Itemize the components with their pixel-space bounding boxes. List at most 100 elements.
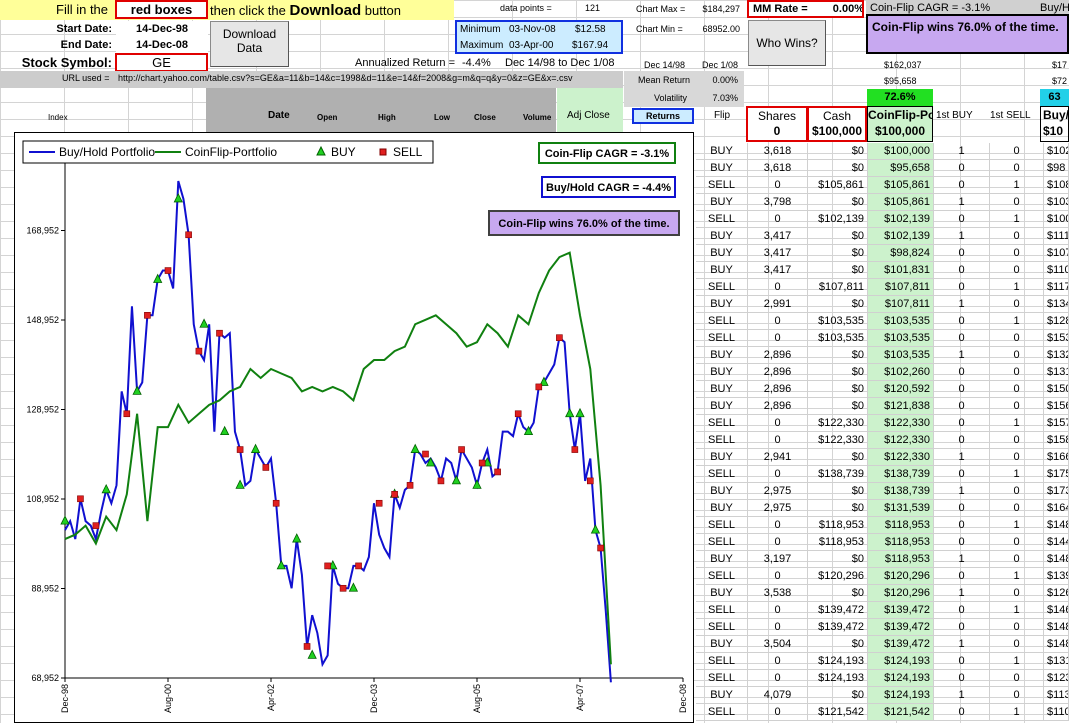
cell-flip: BUY (696, 245, 748, 262)
cell-port: $100,000 (868, 143, 934, 160)
cell-cash: $0 (808, 483, 868, 500)
data-points-value: 121 (585, 3, 601, 13)
mm-rate-input[interactable]: MM Rate = 0.00% (747, 0, 864, 18)
cell-shares: 0 (748, 211, 808, 228)
cell-last: $98 (1044, 160, 1069, 177)
cell-flip: BUY (696, 262, 748, 279)
who-wins-button[interactable]: Who Wins? (748, 20, 826, 66)
cell-b: 0 (934, 568, 990, 585)
sell-marker (272, 499, 280, 507)
coinflip-cagr-annotation: Coin-Flip CAGR = -3.1% (545, 148, 670, 160)
cell-s: 0 (990, 432, 1044, 449)
cell-b: 1 (934, 585, 990, 602)
sell-marker (586, 477, 594, 485)
stock-symbol-input[interactable]: GE (115, 53, 208, 72)
buyhold-initial: $10 (1043, 124, 1064, 138)
start-date-input[interactable]: 14-Dec-98 (116, 21, 208, 38)
cell-b: 0 (934, 500, 990, 517)
cell-flip: BUY (696, 551, 748, 568)
cell-s: 1 (990, 517, 1044, 534)
cell-s: 0 (990, 449, 1044, 466)
x-tick-label: Apr-07 (575, 684, 585, 711)
buy-marker (60, 515, 70, 525)
cell-port: $138,739 (868, 483, 934, 500)
cell-last: $144 (1044, 534, 1069, 551)
coinflip-port-title: CoinFlip-Por (868, 108, 933, 122)
x-tick-label: Aug-00 (163, 684, 173, 713)
cell-port: $122,330 (868, 449, 934, 466)
cell-b: 0 (934, 466, 990, 483)
buy-marker (173, 193, 183, 203)
cell-flip: BUY (696, 687, 748, 704)
download-data-button[interactable]: Download Data (210, 21, 289, 67)
sell-marker (92, 522, 100, 529)
shares-initial[interactable]: 0 (773, 124, 781, 138)
cell-shares: 2,896 (748, 398, 808, 415)
header-coinflip-port: CoinFlip-Por $100,000 (867, 106, 933, 142)
cell-flip: BUY (696, 228, 748, 245)
cash-initial[interactable]: $100,000 (811, 124, 863, 138)
cell-b: 0 (934, 245, 990, 262)
sell-marker (494, 468, 501, 476)
cell-flip: BUY (696, 449, 748, 466)
cell-last: $103 (1044, 194, 1069, 211)
cell-cash: $0 (808, 347, 868, 364)
coinflip-line (64, 251, 612, 665)
cell-cash: $0 (808, 687, 868, 704)
cell-last: $108 (1044, 177, 1069, 194)
cell-last: $126 (1044, 585, 1069, 602)
cell-port: $118,953 (868, 517, 934, 534)
cell-cash: $0 (808, 364, 868, 381)
header-date: Date (268, 110, 290, 121)
cell-flip: SELL (696, 432, 748, 449)
cell-shares: 3,417 (748, 245, 808, 262)
y-tick-label: 68,952 (31, 673, 59, 683)
button-word: button (364, 3, 401, 18)
cell-b: 0 (934, 619, 990, 636)
cell-shares: 0 (748, 670, 808, 687)
cell-s: 0 (990, 483, 1044, 500)
end-date-input[interactable]: 14-Dec-08 (116, 37, 208, 54)
mean-return-label: Mean Return (638, 75, 691, 85)
pct-726: 72.6% (867, 89, 933, 106)
cell-flip: SELL (696, 313, 748, 330)
buy-marker (451, 474, 462, 485)
cell-shares: 2,991 (748, 296, 808, 313)
volatility-label: Volatility (654, 93, 688, 103)
legend-label: BUY (331, 145, 356, 159)
cell-port: $120,592 (868, 381, 934, 398)
y-tick-label: 128,952 (26, 405, 59, 415)
cell-shares: 2,896 (748, 347, 808, 364)
cell-flip: BUY (696, 143, 748, 160)
volatility-value: 7.03% (712, 93, 738, 103)
cell-s: 0 (990, 245, 1044, 262)
cell-port: $139,472 (868, 602, 934, 619)
table-row: BUY 3,417 $0 $101,831 0 0 $110 (696, 262, 1069, 279)
chart-max-label: Chart Max = (636, 4, 686, 14)
header-buyhold: Buy/H $10 (1040, 106, 1069, 142)
cell-s: 0 (990, 364, 1044, 381)
cell-cash: $0 (808, 585, 868, 602)
fill-in-label: Fill in the (56, 2, 109, 17)
coinflip-wins-annotation: Coin-Flip wins 76.0% of the time. (498, 218, 669, 230)
cell-flip: SELL (696, 279, 748, 296)
cell-shares: 3,618 (748, 143, 808, 160)
min-max-box (455, 20, 623, 54)
cell-port: $139,472 (868, 619, 934, 636)
cell-b: 1 (934, 551, 990, 568)
cell-last: $111 (1044, 228, 1069, 245)
shares-title: Shares (757, 109, 797, 123)
cell-s: 0 (990, 585, 1044, 602)
mm-rate-label: MM Rate = (753, 3, 808, 15)
header-high: High (378, 113, 396, 122)
table-row: SELL 0 $121,542 $121,542 0 1 $110 (696, 704, 1069, 721)
buy-marker (235, 479, 245, 489)
legend-label: Buy/Hold Portfolio (59, 145, 155, 159)
cell-cash: $139,472 (808, 602, 868, 619)
cell-flip: SELL (696, 177, 748, 194)
